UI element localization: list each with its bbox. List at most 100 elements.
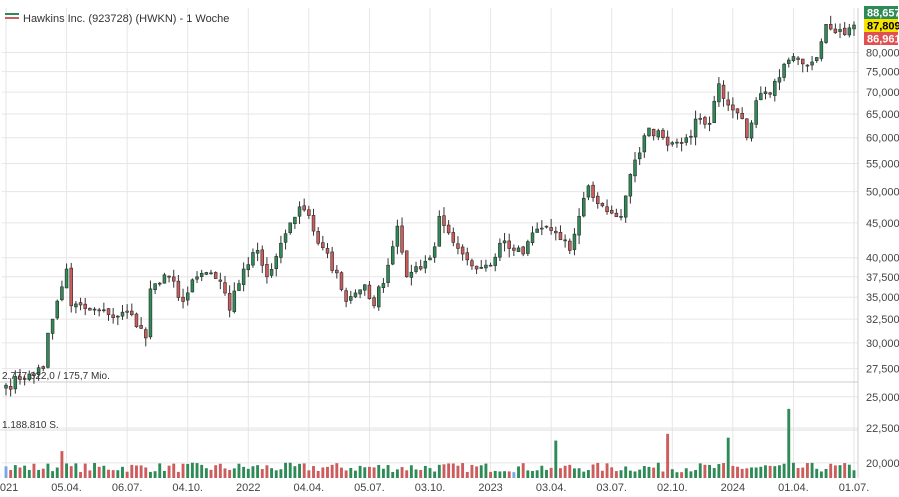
candle (814, 56, 819, 63)
candle (307, 205, 311, 219)
candle (158, 281, 162, 287)
candle (623, 195, 628, 223)
candle (773, 78, 777, 102)
y-tick-label: 40,000 (866, 253, 899, 265)
candle (782, 62, 786, 82)
candle (437, 210, 442, 247)
chart-title: Hawkins Inc. (923728) (HWKN) - 1 Woche (5, 13, 229, 25)
candle (13, 370, 18, 394)
volume-bar (638, 469, 642, 478)
y-tick-label: 27,500 (866, 364, 899, 376)
candle (176, 274, 181, 301)
candle (591, 181, 595, 202)
volume-bar (298, 463, 301, 478)
volume-bar (586, 470, 590, 478)
volume-bar (111, 470, 115, 478)
volume-bar (712, 468, 716, 478)
volume-bar (600, 470, 604, 478)
candle (721, 80, 726, 107)
candle (568, 238, 572, 255)
volume-bar (852, 470, 856, 478)
volume-bar (414, 469, 418, 478)
candle (474, 265, 479, 275)
candle (731, 97, 735, 119)
candle (535, 222, 539, 233)
volume-bar (810, 462, 814, 478)
volume-bar (596, 462, 600, 478)
volume-bar (451, 463, 455, 478)
volume-bar (223, 468, 227, 478)
y-tick-label: 20,000 (866, 458, 899, 470)
candle (74, 300, 78, 314)
candle (288, 222, 292, 235)
volume-bar (83, 463, 87, 478)
volume-bar (768, 465, 772, 478)
candle (479, 259, 483, 269)
candle (363, 283, 367, 296)
candle (661, 128, 665, 140)
candle (32, 371, 36, 384)
volume-bar (437, 464, 441, 478)
volume-label-shares: 1.188.810 S. (2, 420, 59, 431)
price-badge: 86,961 (864, 32, 899, 46)
volume-bar (447, 463, 451, 478)
volume-bar (93, 462, 96, 478)
volume-bars (4, 408, 856, 478)
candle (749, 120, 754, 142)
volume-bar (754, 467, 758, 478)
volume-bar (228, 469, 232, 478)
volume-bar (708, 464, 712, 478)
volume-bar (121, 466, 124, 478)
candle (805, 64, 810, 73)
volume-bar (312, 466, 315, 478)
volume-bar (279, 469, 283, 478)
candle (726, 91, 730, 112)
y-tick-label: 50,000 (866, 187, 899, 199)
candlesticks (4, 15, 856, 397)
candle (41, 365, 46, 372)
candle (451, 227, 456, 247)
candle (707, 116, 712, 132)
candle (642, 133, 647, 158)
candle (530, 226, 535, 246)
svg-text:88,657: 88,657 (867, 8, 899, 20)
y-tick-label: 35,000 (866, 292, 899, 304)
candle (689, 129, 693, 145)
candle (18, 368, 22, 385)
candle (27, 370, 32, 382)
candle (847, 23, 852, 38)
candle (64, 263, 69, 289)
candle (167, 275, 171, 283)
candle (628, 173, 633, 204)
volume-bar (400, 467, 404, 478)
volume-bar (51, 471, 55, 478)
volume-bar (479, 465, 483, 478)
volume-bar (97, 466, 101, 478)
candle (283, 229, 288, 250)
volume-bar (610, 467, 614, 478)
volume-bar (591, 464, 595, 478)
candle (484, 259, 488, 272)
candle (796, 56, 800, 66)
candle (647, 127, 651, 137)
candle (251, 248, 255, 268)
volume-bar (307, 470, 311, 478)
candle (656, 128, 661, 141)
x-tick-label: 2021 (0, 482, 18, 494)
volume-bar (428, 468, 432, 478)
candle (316, 226, 320, 246)
volume-bar (186, 463, 190, 478)
candle (330, 246, 334, 274)
volume-bar (726, 437, 730, 478)
volume-bar (181, 463, 185, 478)
candle (824, 24, 828, 44)
volume-bar (680, 472, 684, 478)
volume-bar (204, 468, 208, 478)
candle (740, 107, 744, 120)
volume-bar (684, 468, 688, 478)
candle (460, 244, 465, 261)
candle (582, 191, 586, 218)
candle (102, 302, 106, 313)
candle (97, 307, 101, 317)
x-tick-label: 03.07. (596, 482, 627, 494)
